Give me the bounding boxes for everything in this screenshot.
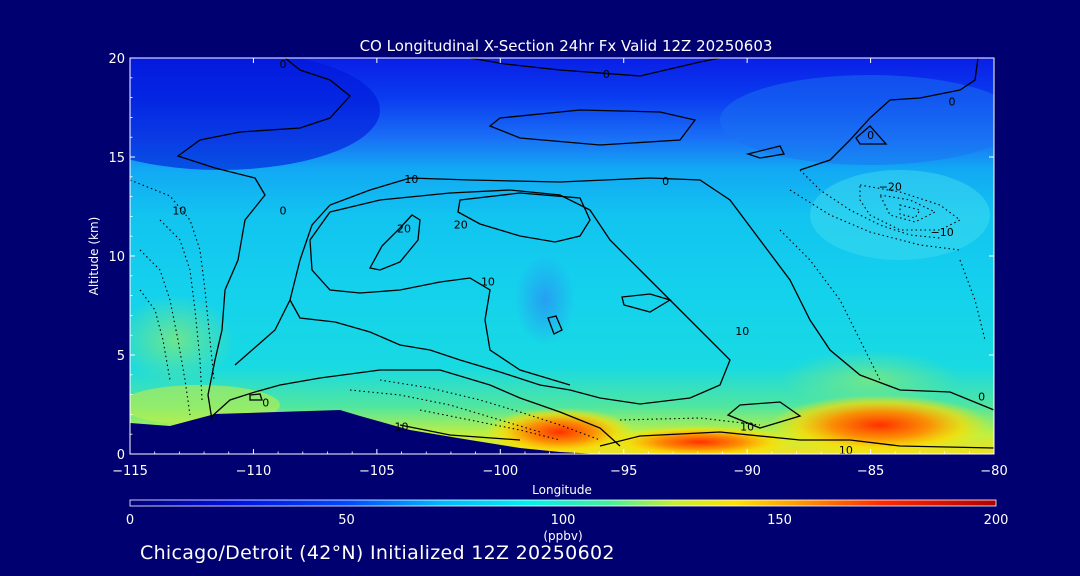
contour-label: 10 — [395, 420, 409, 433]
y-tick-label: 20 — [108, 52, 125, 67]
x-tick-label: −105 — [359, 464, 395, 479]
x-tick-label: −80 — [980, 464, 1007, 479]
x-tick-label: −115 — [112, 464, 148, 479]
chart-title: CO Longitudinal X-Section 24hr Fx Valid … — [360, 37, 773, 55]
colorbar — [129, 499, 997, 507]
contour-label: 10 — [839, 444, 853, 457]
x-tick-label: −90 — [733, 464, 760, 479]
y-tick-label: 10 — [108, 250, 125, 265]
contour-label: 0 — [603, 68, 610, 81]
y-axis-label: Altitude (km) — [87, 217, 101, 296]
contour-label: 10 — [404, 173, 418, 186]
y-axis: 0 5 10 15 20 — [108, 52, 994, 463]
terrain — [130, 410, 994, 454]
contour-label: 10 — [740, 420, 754, 433]
contour-label: −20 — [879, 181, 902, 194]
y-tick-label: 0 — [117, 448, 125, 463]
y-tick-label: 5 — [117, 349, 125, 364]
contour-label: 20 — [454, 218, 468, 231]
contour-label: −10 — [931, 226, 954, 239]
contour-label: 0 — [662, 175, 669, 188]
contour-label: 0 — [262, 397, 269, 410]
contour-labels: 0 0 0 0 0 10 10 20 20 0 −20 −10 10 10 0 0 10 10 10 — [172, 58, 985, 457]
colorbar-tick-label: 0 — [126, 513, 134, 528]
x-axis: −115 −110 −105 −100 −95 −90 −85 −80 — [112, 58, 1008, 479]
y-tick-label: 15 — [108, 151, 125, 166]
x-tick-label: −85 — [857, 464, 884, 479]
contour-label: 20 — [397, 222, 411, 235]
x-tick-label: −110 — [236, 464, 272, 479]
contour-label: 0 — [949, 96, 956, 109]
dotted-contours — [130, 169, 986, 441]
colorbar-tick-label: 50 — [338, 513, 355, 528]
co-field — [130, 58, 994, 454]
x-tick-label: −100 — [482, 464, 518, 479]
contour-label: 10 — [172, 204, 186, 217]
contour-label: 0 — [867, 129, 874, 142]
contour-label: 0 — [280, 58, 287, 71]
footer-note: Chicago/Detroit (42°N) Initialized 12Z 2… — [140, 542, 615, 564]
contour-label: 0 — [978, 391, 985, 404]
contour-label: 10 — [481, 276, 495, 289]
colorbar-tick-label: 200 — [984, 513, 1009, 528]
colorbar-ticks: 0 50 100 150 200 — [126, 513, 1009, 528]
contour-label: 0 — [280, 204, 287, 217]
x-axis-label: Longitude — [532, 483, 592, 497]
colorbar-tick-label: 150 — [767, 513, 792, 528]
x-tick-label: −95 — [610, 464, 637, 479]
colorbar-tick-label: 100 — [551, 513, 576, 528]
solid-contours — [176, 58, 994, 449]
colorbar-label: (ppbv) — [543, 529, 582, 543]
contour-label: 10 — [735, 325, 749, 338]
